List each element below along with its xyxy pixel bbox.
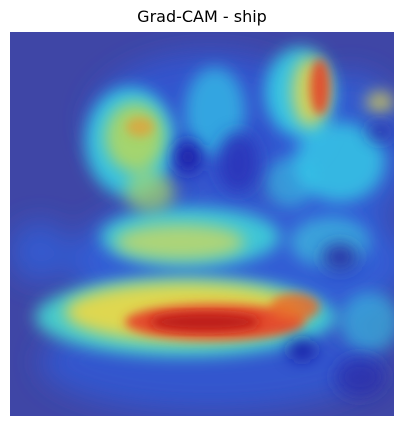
figure-title: Grad-CAM - ship	[137, 7, 267, 26]
gradcam-heatmap	[10, 32, 394, 416]
heatmap-dark-spots	[174, 124, 392, 397]
heatmap-peak-region	[150, 313, 260, 331]
